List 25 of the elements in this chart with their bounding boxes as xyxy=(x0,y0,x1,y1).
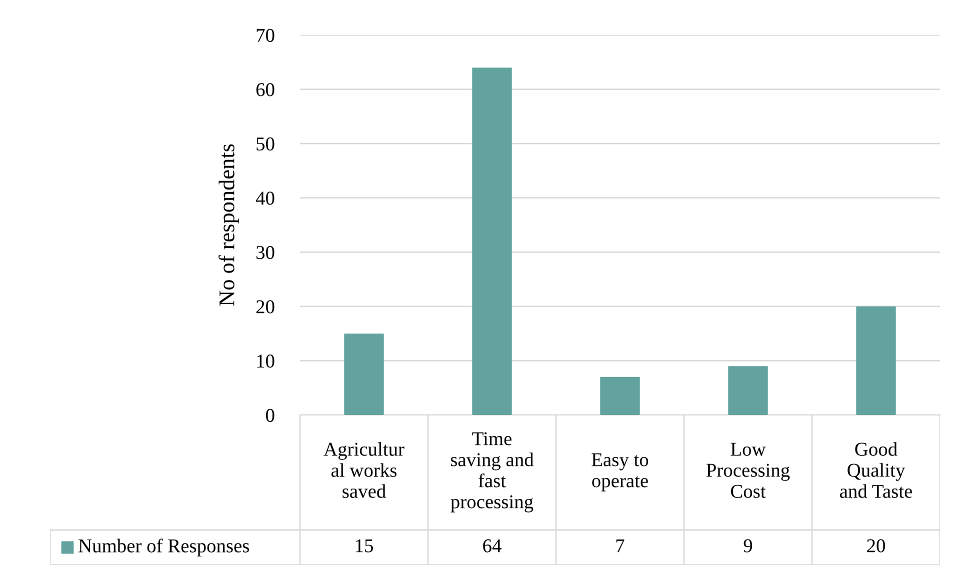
y-axis-title: No of respondents xyxy=(218,144,239,306)
y-tick-label: 70 xyxy=(256,28,274,42)
x-tick-label: Time saving and fast processing xyxy=(450,432,534,512)
y-tick-label: 40 xyxy=(256,192,274,205)
y-tick-label: 20 xyxy=(256,300,274,314)
x-tick-label: Easy to operate xyxy=(592,453,648,492)
legend-label: Number of Responses xyxy=(78,538,250,556)
data-label: 7 xyxy=(616,539,624,552)
x-tick-label: Agricultur al works saved xyxy=(324,442,404,498)
data-label: 15 xyxy=(356,539,373,552)
bar xyxy=(728,366,768,415)
x-tick-label: Good Quality and Taste xyxy=(840,442,912,498)
bar xyxy=(472,68,512,415)
data-label: 64 xyxy=(483,539,502,552)
y-tick-label: 0 xyxy=(266,408,274,422)
bar xyxy=(856,306,896,415)
y-tick-label: 60 xyxy=(256,83,274,96)
bar xyxy=(344,334,384,415)
data-label: 20 xyxy=(867,539,885,552)
data-label: 9 xyxy=(744,539,752,552)
y-tick-label: 30 xyxy=(256,246,274,260)
bar xyxy=(600,377,640,415)
y-tick-label: 10 xyxy=(257,354,274,368)
x-tick-label: Low Processing Cost xyxy=(706,442,790,498)
y-tick-label: 50 xyxy=(256,137,274,151)
